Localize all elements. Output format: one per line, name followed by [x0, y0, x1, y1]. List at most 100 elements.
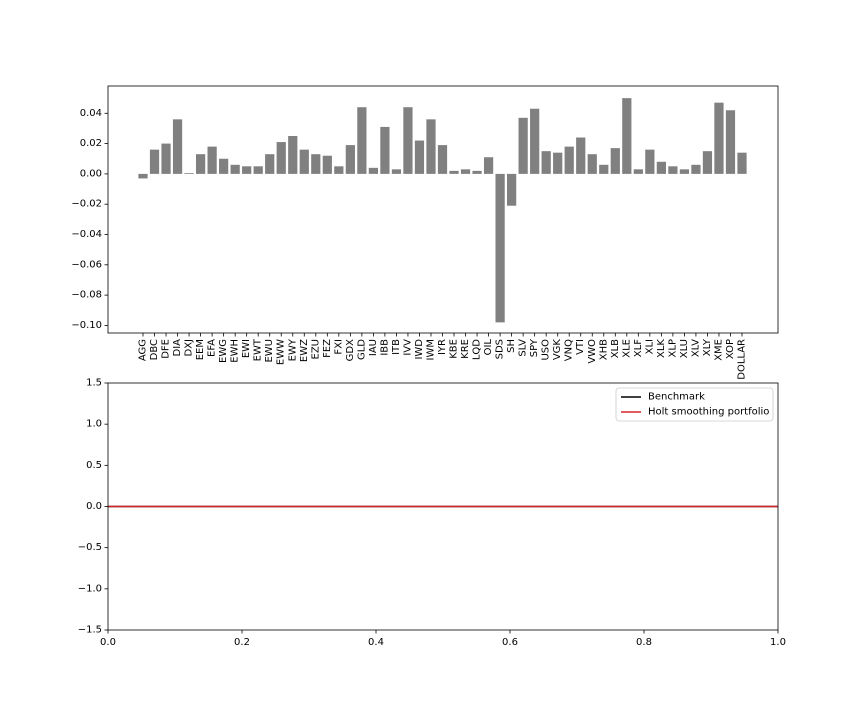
x-tick-label: XHB [598, 339, 609, 360]
bar [437, 145, 448, 174]
bar [403, 107, 413, 174]
x-tick-label: XOP [725, 339, 736, 359]
bar [656, 161, 666, 174]
legend-box [615, 387, 774, 422]
x-tick-label: EEM [195, 339, 206, 360]
x-tick-label: IWD [414, 339, 425, 360]
bar [460, 169, 471, 174]
bar [679, 169, 690, 174]
bar [414, 140, 425, 174]
bar [230, 164, 240, 174]
x-tick-label: OIL [483, 339, 494, 356]
x-tick-label: 0.8 [636, 637, 652, 648]
bar [702, 151, 713, 174]
bar-chart: AGG DBC DFE DIA DXJ EEM EFA EWG EWH EWI EWT EWU EWW E… [71, 85, 779, 380]
x-tick-label: XLF [633, 339, 644, 357]
x-tick-label: XLP [667, 339, 678, 357]
x-tick-label: 0.2 [234, 637, 250, 648]
x-tick-label: EWZ [299, 339, 310, 362]
bar [265, 154, 275, 174]
x-tick-label: VWO [587, 339, 598, 364]
y-tick-label: 0.0 [86, 501, 102, 512]
bar [725, 110, 736, 174]
bar [138, 173, 148, 179]
bar [172, 119, 183, 174]
y-tick-label: 0.02 [80, 138, 102, 149]
x-tick-label: IYR [437, 339, 448, 355]
bar [668, 166, 678, 174]
x-tick-label: IVV [402, 339, 413, 356]
bar [495, 173, 505, 323]
bar [276, 142, 286, 174]
line-chart: 0.0 0.2 0.4 0.6 0.8 1.0 −1.5 −1.0 −0.5 0.0 0.5 1.0 1… [78, 378, 786, 649]
x-tick-label: IBB [379, 339, 390, 356]
y-tick-label: 1.0 [86, 419, 102, 430]
x-tick-label: XLB [610, 339, 621, 358]
bar [311, 154, 321, 174]
legend-label: Benchmark [648, 392, 705, 403]
bar [299, 149, 309, 174]
x-tick-label: 0.0 [100, 637, 116, 648]
bar [242, 166, 252, 174]
x-tick-label: 0.6 [502, 637, 518, 648]
bar [587, 154, 597, 174]
x-tick-label: KRE [460, 339, 471, 359]
bar [334, 166, 344, 174]
x-tick-label: XLV [690, 339, 701, 357]
bar [149, 149, 160, 174]
y-tick-label: −1.0 [78, 583, 102, 594]
x-tick-label: FXI [333, 339, 344, 355]
bar [184, 173, 194, 174]
bar [322, 155, 332, 174]
y-tick-label: −0.5 [78, 542, 102, 553]
legend-label: Holt smoothing portfolio [648, 407, 769, 418]
x-tick-label: IWM [425, 339, 436, 360]
bar [633, 169, 643, 174]
x-tick-label: EWY [287, 338, 298, 361]
bar [161, 143, 171, 174]
bar [564, 146, 574, 174]
x-tick-label: 0.4 [368, 637, 384, 648]
bar [288, 136, 298, 174]
y-tick-label: 0.5 [86, 460, 102, 471]
x-tick-label: AGG [138, 339, 149, 361]
bar [518, 117, 528, 174]
x-tick-label: KBE [449, 339, 460, 359]
x-tick-label: XLU [679, 339, 690, 358]
y-tick-label: −0.06 [71, 259, 102, 270]
bar [645, 149, 655, 174]
bar [483, 157, 494, 174]
bar [219, 158, 229, 174]
bar [368, 167, 378, 174]
bar [553, 152, 563, 174]
y-tick-label: −0.10 [71, 320, 102, 331]
x-tick-label: XLE [621, 339, 632, 358]
x-tick-label: EWI [241, 339, 252, 358]
x-tick-label: XLY [702, 338, 713, 356]
y-tick-label: 0.00 [80, 168, 102, 179]
bar [449, 170, 459, 174]
y-tick-label: −0.02 [71, 199, 102, 210]
x-tick-label: FEZ [322, 339, 333, 358]
bar [195, 154, 206, 174]
y-tick-label: −0.04 [71, 229, 102, 240]
y-tick-label: −0.08 [71, 290, 102, 301]
bar [357, 107, 367, 174]
x-tick-label: EWT [253, 338, 264, 361]
bar [345, 145, 355, 174]
x-tick-label: 1.0 [770, 637, 786, 648]
x-tick-label: ITB [391, 339, 402, 355]
x-tick-label: EZU [310, 339, 321, 360]
x-tick-label: XME [713, 339, 724, 361]
x-tick-label: EWH [230, 339, 241, 363]
x-tick-label: LQD [472, 339, 483, 360]
bar [391, 169, 402, 174]
x-tick-label: USO [541, 339, 552, 361]
x-tick-label: DFE [161, 339, 172, 359]
y-tick-label: −1.5 [78, 625, 102, 636]
bar [576, 137, 586, 174]
x-tick-label: VGK [552, 339, 563, 361]
x-tick-label: GDX [345, 339, 356, 361]
bar [610, 148, 620, 174]
